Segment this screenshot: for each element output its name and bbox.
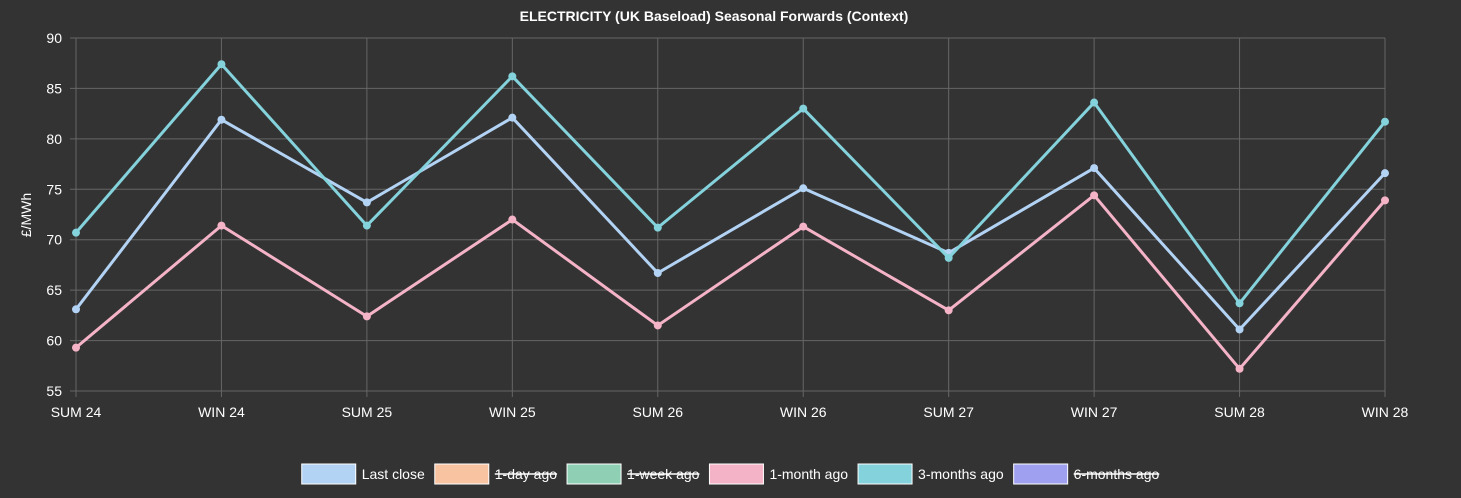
y-axis-ticks: 55 60 65 70 75 80 85 90 <box>46 30 62 399</box>
data-point[interactable] <box>944 253 953 262</box>
data-point[interactable] <box>1381 196 1389 205</box>
data-point[interactable] <box>362 312 371 321</box>
data-point[interactable] <box>1090 191 1099 200</box>
data-point[interactable] <box>944 306 953 315</box>
data-point[interactable] <box>217 115 226 124</box>
y-tick-label: 55 <box>46 383 62 399</box>
x-tick-label: WIN 28 <box>1362 404 1409 420</box>
x-tick-label: SUM 27 <box>923 404 974 420</box>
x-tick-label: WIN 24 <box>198 404 245 420</box>
legend-item-6-months-ago[interactable]: 6-months ago <box>1013 463 1160 485</box>
y-tick-label: 65 <box>46 282 62 298</box>
data-point[interactable] <box>72 343 80 352</box>
data-point[interactable] <box>72 228 80 237</box>
series-line <box>75 193 1387 371</box>
x-tick-label: SUM 26 <box>632 404 683 420</box>
data-point[interactable] <box>217 221 226 230</box>
series-line <box>74 62 1387 305</box>
data-point[interactable] <box>1235 325 1244 334</box>
data-point[interactable] <box>653 321 662 330</box>
data-point[interactable] <box>1090 98 1099 107</box>
y-tick-label: 90 <box>46 30 62 46</box>
x-tick-label: WIN 26 <box>780 404 827 420</box>
data-point[interactable] <box>362 221 371 230</box>
y-tick-label: 85 <box>46 80 62 96</box>
legend-label: 1-month ago <box>769 466 848 482</box>
legend-item-1-day-ago[interactable]: 1-day ago <box>434 463 557 485</box>
x-axis-ticks: SUM 24 WIN 24 SUM 25 WIN 25 SUM 26 WIN 26 SUM … <box>51 404 1409 420</box>
x-tick-label: WIN 27 <box>1071 404 1118 420</box>
x-tick-label: SUM 24 <box>51 404 102 420</box>
y-axis-title: £/MWh <box>18 193 34 237</box>
legend-swatch <box>301 463 357 485</box>
legend-swatch <box>434 463 490 485</box>
data-point[interactable] <box>1381 169 1389 178</box>
legend-swatch <box>708 463 764 485</box>
legend-label: 3-months ago <box>918 466 1004 482</box>
data-point[interactable] <box>799 104 808 113</box>
series-3-months-ago <box>72 60 1389 308</box>
x-tick-label: SUM 25 <box>342 404 393 420</box>
data-point[interactable] <box>1235 299 1244 308</box>
series-line <box>74 116 1387 331</box>
legend-item-last-close[interactable]: Last close <box>301 463 425 485</box>
data-point[interactable] <box>72 305 80 314</box>
data-point[interactable] <box>799 184 808 193</box>
legend-swatch <box>857 463 913 485</box>
legend-swatch <box>1013 463 1069 485</box>
y-tick-label: 70 <box>46 232 62 248</box>
legend-label: Last close <box>362 466 425 482</box>
x-tick-label: WIN 25 <box>489 404 536 420</box>
data-point[interactable] <box>1235 364 1244 373</box>
data-point[interactable] <box>653 223 662 232</box>
data-point[interactable] <box>217 60 226 69</box>
series-last-close <box>72 113 1389 334</box>
y-tick-label: 60 <box>46 333 62 349</box>
grid <box>70 37 1386 397</box>
data-point[interactable] <box>362 198 371 207</box>
legend-item-3-months-ago[interactable]: 3-months ago <box>857 463 1004 485</box>
y-tick-label: 75 <box>46 181 62 197</box>
chart-title: ELECTRICITY (UK Baseload) Seasonal Forwa… <box>520 8 909 24</box>
data-point[interactable] <box>799 222 808 231</box>
data-point[interactable] <box>653 268 662 277</box>
data-point[interactable] <box>508 215 517 224</box>
legend-item-1-week-ago[interactable]: 1-week ago <box>566 463 700 485</box>
y-tick-label: 80 <box>46 131 62 147</box>
legend-swatch <box>566 463 622 485</box>
data-point[interactable] <box>508 72 517 81</box>
data-point[interactable] <box>1090 164 1099 173</box>
data-point[interactable] <box>1381 117 1389 126</box>
x-tick-label: SUM 28 <box>1214 404 1265 420</box>
series-layer <box>72 60 1389 373</box>
series-1-month-ago <box>72 191 1389 373</box>
legend-item-1-month-ago[interactable]: 1-month ago <box>708 463 848 485</box>
data-point[interactable] <box>508 113 517 122</box>
legend: Last close 1-day ago 1-week ago 1-month ago… <box>301 463 1160 485</box>
